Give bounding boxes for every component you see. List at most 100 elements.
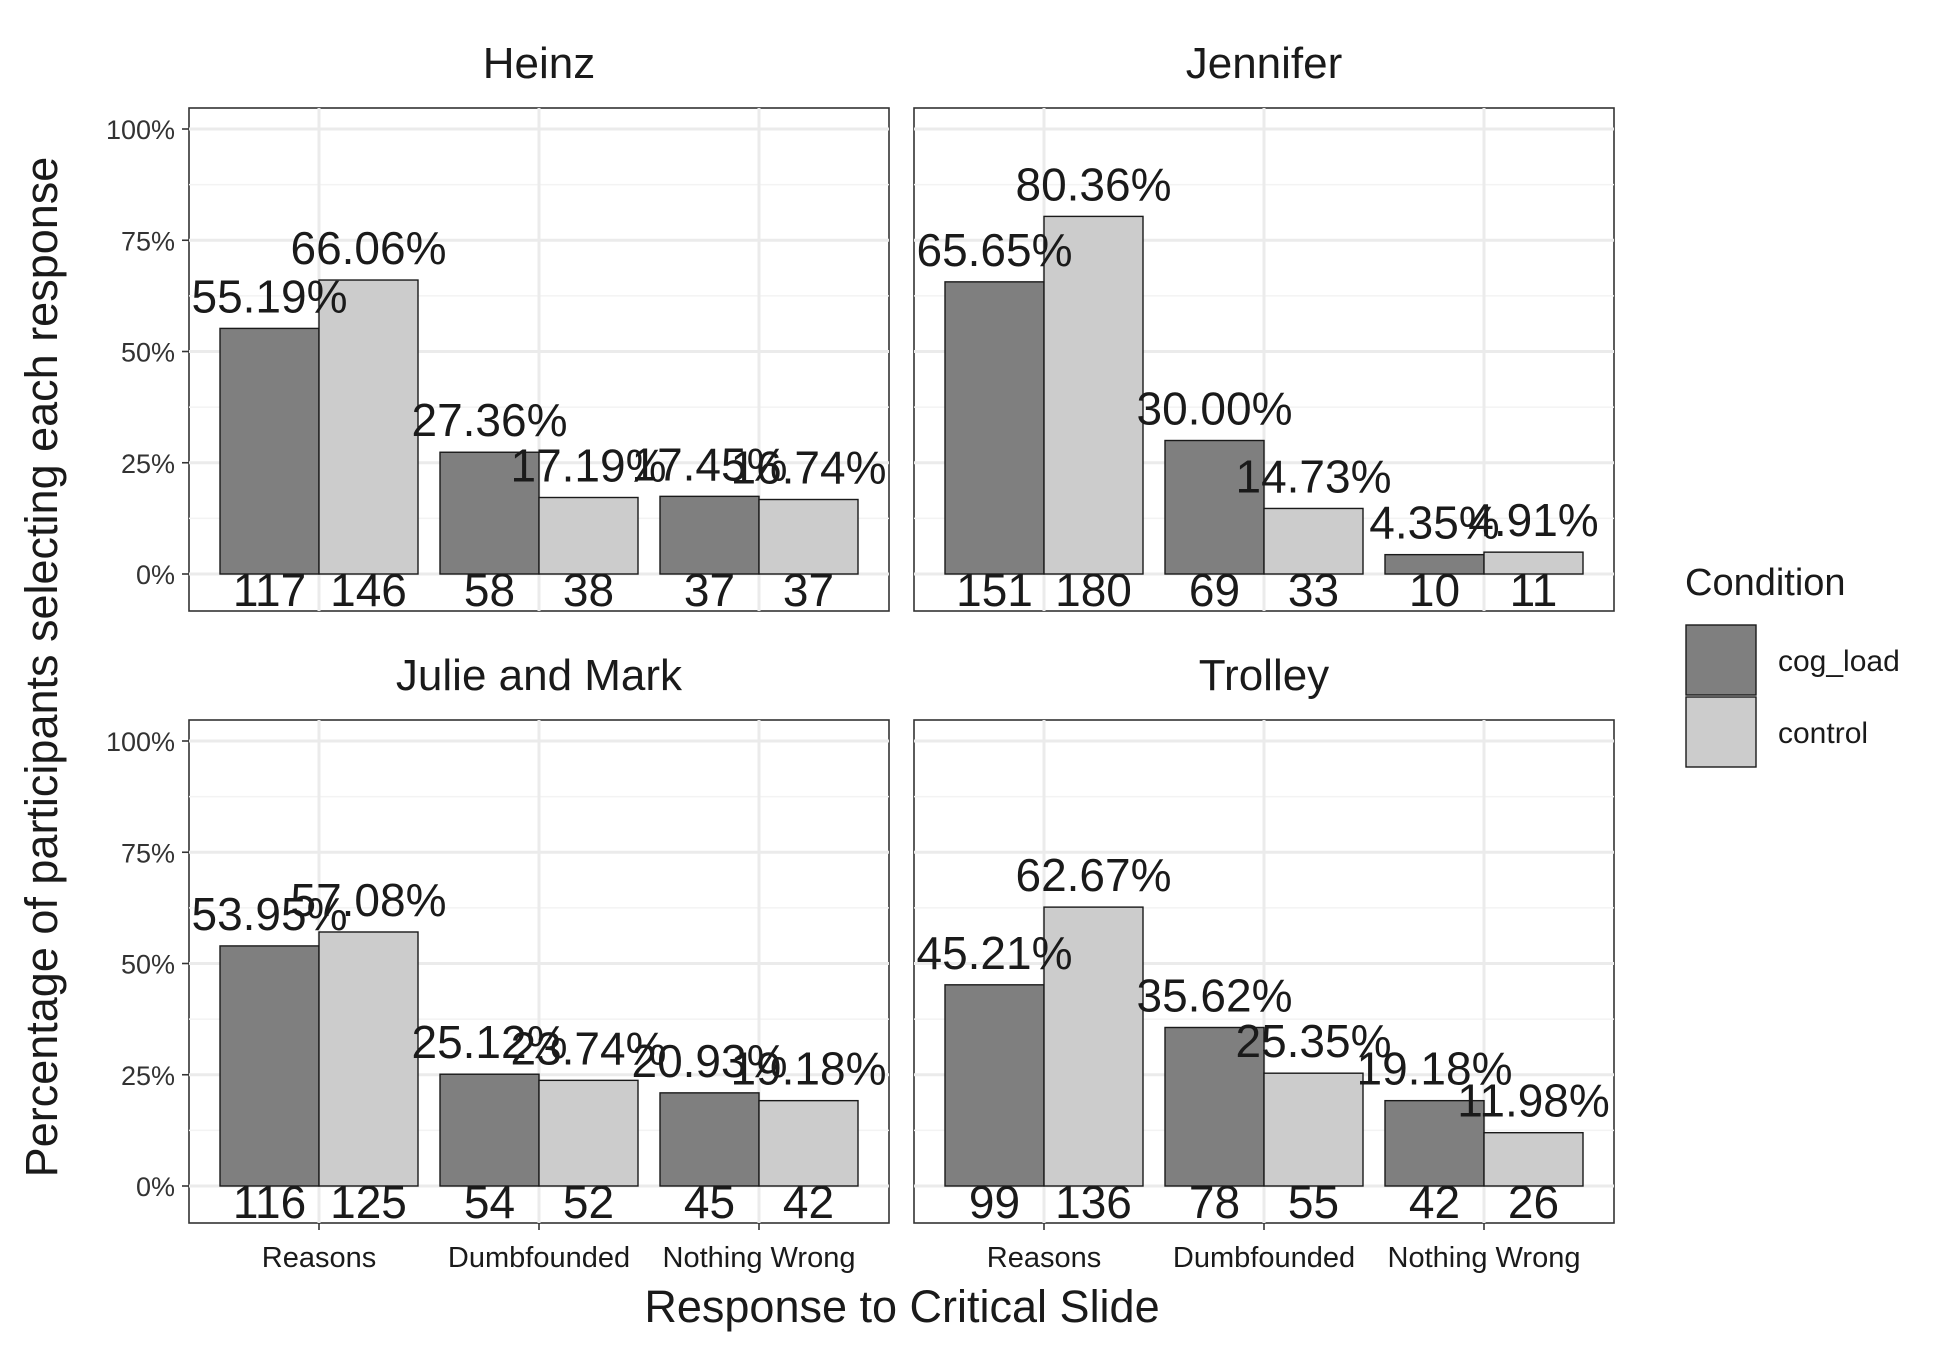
count-label: 11 <box>1510 564 1558 616</box>
bar-labels: 55.19% 117 66.06% 146 27.36% 58 17.19% 38 17.45%… <box>191 222 886 616</box>
count-label: 55 <box>1288 1176 1339 1228</box>
percent-label: 80.36% <box>1015 158 1171 210</box>
x-tick-label: Reasons <box>987 1242 1101 1274</box>
count-label: 33 <box>1288 564 1339 616</box>
y-tick-label: 0% <box>136 1172 175 1202</box>
percent-label: 19.18% <box>1356 1043 1512 1095</box>
bar-control <box>538 1079 639 1187</box>
count-label: 125 <box>330 1176 407 1228</box>
bar-control <box>318 279 419 575</box>
percent-label: 19.18% <box>730 1043 886 1095</box>
panel-title: Julie and Mark <box>396 651 683 700</box>
panel-jennifer: Jennifer 65.65% 151 80.36% 180 30.00% 69 14.73%… <box>913 39 1615 616</box>
count-label: 78 <box>1189 1176 1240 1228</box>
percent-label: 17.45% <box>631 438 787 490</box>
legend-label-control: control <box>1778 717 1868 750</box>
panel-title: Trolley <box>1199 651 1329 700</box>
panels-layer: Heinz0%25%50%75%100%55.19%11766.06%14627… <box>106 39 1615 1274</box>
y-tick-label: 75% <box>121 838 175 868</box>
count-label: 116 <box>233 1176 306 1228</box>
y-tick-label: 0% <box>136 560 175 590</box>
panel-title: Heinz <box>483 39 596 88</box>
count-label: 37 <box>684 564 735 616</box>
y-tick-label: 50% <box>121 950 175 980</box>
count-label: 54 <box>464 1176 515 1228</box>
bar-cog-load <box>1384 1099 1485 1187</box>
percent-label: 65.65% <box>916 224 1072 276</box>
bar-cog-load <box>439 451 540 575</box>
percent-label: 4.91% <box>1468 494 1598 546</box>
y-tick-label: 50% <box>121 338 175 368</box>
percent-label: 17.19% <box>510 440 666 492</box>
count-label: 136 <box>1055 1176 1132 1228</box>
percent-label: 62.67% <box>1015 849 1171 901</box>
legend-title: Condition <box>1685 562 1846 604</box>
bar-control <box>1263 507 1364 575</box>
percent-label: 53.95% <box>191 888 347 940</box>
y-tick-label: 25% <box>121 1061 175 1091</box>
count-label: 45 <box>684 1176 735 1228</box>
x-tick-label: Nothing Wrong <box>1388 1242 1581 1274</box>
percent-label: 20.93% <box>631 1035 787 1087</box>
count-label: 99 <box>969 1176 1020 1228</box>
x-axis-title: Response to Critical Slide <box>644 1281 1159 1332</box>
y-tick-label: 100% <box>106 115 175 145</box>
bar-control <box>538 496 639 575</box>
percent-label: 27.36% <box>411 394 567 446</box>
y-tick-label: 25% <box>121 449 175 479</box>
percent-label: 11.98% <box>1457 1075 1610 1127</box>
percent-label: 4.35% <box>1369 497 1499 549</box>
percent-label: 35.62% <box>1136 969 1292 1021</box>
count-label: 42 <box>1409 1176 1460 1228</box>
count-label: 146 <box>330 564 407 616</box>
bar-cog-load <box>219 327 320 575</box>
bar-cog-load <box>439 1073 540 1187</box>
x-tick-label: Dumbfounded <box>1173 1242 1355 1274</box>
bar-cog-load <box>1164 1026 1265 1187</box>
bar-cog-load <box>659 1092 760 1187</box>
panel-julie-and-mark: Julie and Mark 0% 25% 50% 75% 100% Reasons Dumb… <box>106 651 890 1274</box>
count-label: 151 <box>956 564 1033 616</box>
y-tick-label: 75% <box>121 226 175 256</box>
percent-label: 25.12% <box>411 1016 567 1068</box>
bar-control <box>1263 1072 1364 1187</box>
count-label: 52 <box>563 1176 614 1228</box>
legend-swatch-cog-load <box>1685 624 1757 696</box>
count-label: 69 <box>1189 564 1240 616</box>
panel-trolley: Trolley Reasons Dumbfounded Nothing Wrong 45… <box>913 651 1615 1274</box>
count-label: 38 <box>563 564 614 616</box>
bar-control <box>758 498 859 575</box>
percent-label: 25.35% <box>1235 1015 1391 1067</box>
bar-control <box>1483 551 1584 575</box>
panel-title: Jennifer <box>1186 39 1343 88</box>
percent-label: 45.21% <box>916 927 1072 979</box>
bar-cog-load <box>944 984 1045 1187</box>
bar-labels: 65.65% 151 80.36% 180 30.00% 69 14.73% 33 4.35%1… <box>916 158 1598 616</box>
count-label: 180 <box>1055 564 1132 616</box>
percent-label: 23.74% <box>510 1022 666 1074</box>
count-label: 26 <box>1508 1176 1559 1228</box>
y-axis-title: Percentage of participants selecting eac… <box>16 157 67 1178</box>
x-tick-label: Nothing Wrong <box>663 1242 856 1274</box>
bar-cog-load <box>1164 439 1265 575</box>
legend-swatch-control <box>1685 696 1757 768</box>
percent-label: 30.00% <box>1136 383 1292 435</box>
percent-label: 16.74% <box>730 442 886 494</box>
y-tick-label: 100% <box>106 727 175 757</box>
x-tick-label: Reasons <box>262 1242 376 1274</box>
percent-label: 57.08% <box>290 874 446 926</box>
percent-label: 66.06% <box>290 222 446 274</box>
bar-control <box>758 1099 859 1187</box>
bar-control <box>318 931 419 1187</box>
count-label: 42 <box>783 1176 834 1228</box>
percent-label: 55.19% <box>191 270 347 322</box>
legend-label-cog-load: cog_load <box>1778 645 1900 678</box>
bar-cog-load <box>659 495 760 575</box>
count-label: 58 <box>464 564 515 616</box>
bar-control <box>1043 215 1144 575</box>
percent-label: 14.73% <box>1235 450 1391 502</box>
